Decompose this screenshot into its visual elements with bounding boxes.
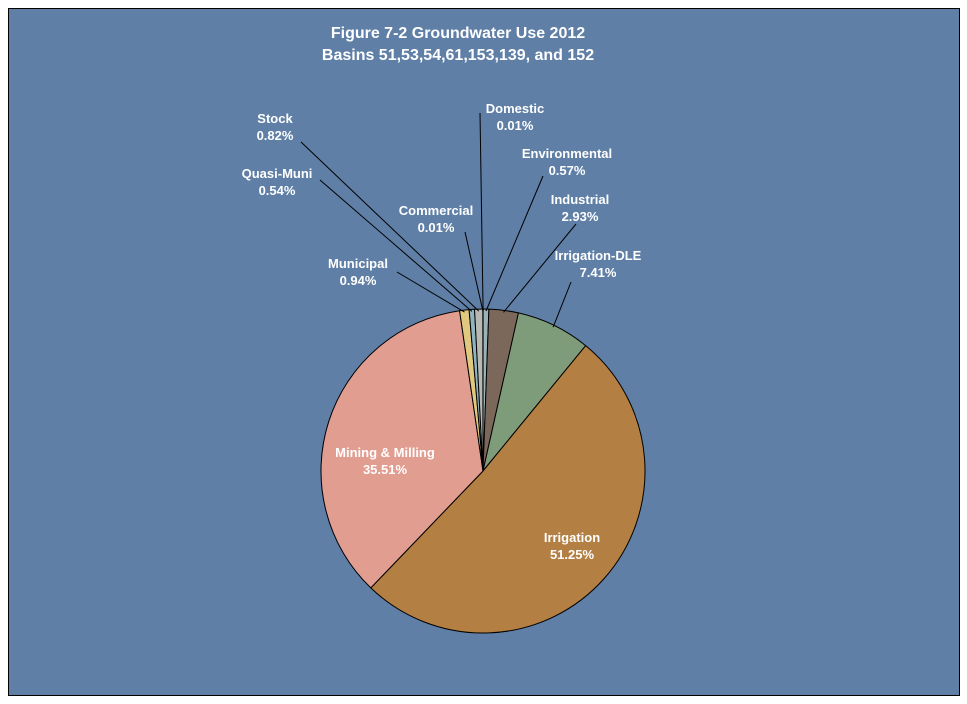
slice-label: Quasi-Muni 0.54% (242, 166, 313, 198)
slice-label: Commercial 0.01% (399, 203, 473, 235)
slice-label: Mining & Milling 35.51% (335, 445, 435, 477)
leader-line (300, 141, 480, 312)
pie-chart: Figure 7-2 Groundwater Use 2012 Basins 5… (242, 25, 646, 634)
pie-slices (320, 308, 646, 634)
slice-label: Stock 0.82% (257, 111, 294, 143)
leader-line (503, 223, 577, 313)
slice-label: Domestic 0.01% (486, 101, 545, 133)
slice-labels: Domestic 0.01% Environmental 0.57% Industria… (242, 101, 642, 562)
leader-lines (300, 112, 577, 328)
leader-line (552, 281, 572, 328)
pie-slice-mining-milling (320, 310, 484, 589)
leader-line (479, 112, 484, 312)
slice-label: Irrigation 51.25% (544, 530, 600, 562)
leader-line (464, 231, 484, 312)
slice-label: Irrigation-DLE 7.41% (555, 248, 642, 280)
slice-label: Environmental 0.57% (522, 146, 612, 178)
chart-title: Figure 7-2 Groundwater Use 2012 (331, 25, 585, 42)
chart-area: Figure 7-2 Groundwater Use 2012 Basins 5… (8, 8, 960, 696)
pie-slice-irrigation (370, 344, 646, 634)
chart-subtitle: Basins 51,53,54,61,153,139, and 152 (322, 47, 594, 64)
leader-line (396, 271, 465, 313)
leader-line (319, 179, 473, 312)
slice-label: Municipal 0.94% (328, 256, 388, 288)
leader-line (485, 175, 544, 312)
slice-label: Industrial 2.93% (551, 192, 610, 224)
